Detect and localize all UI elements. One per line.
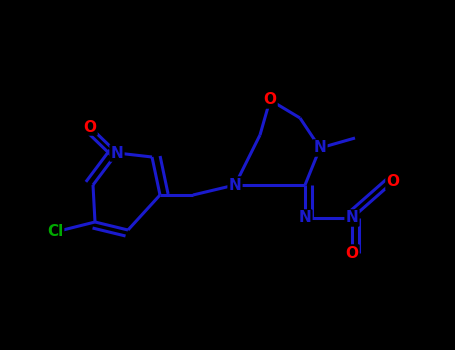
Text: N: N [228,177,241,192]
Text: O: O [345,245,359,260]
Text: O: O [263,92,277,107]
Text: O: O [84,119,96,134]
Text: N: N [346,210,359,225]
Text: N: N [298,210,311,225]
Text: N: N [111,146,123,161]
Text: O: O [386,175,399,189]
Text: N: N [313,140,326,155]
Text: Cl: Cl [47,224,63,239]
